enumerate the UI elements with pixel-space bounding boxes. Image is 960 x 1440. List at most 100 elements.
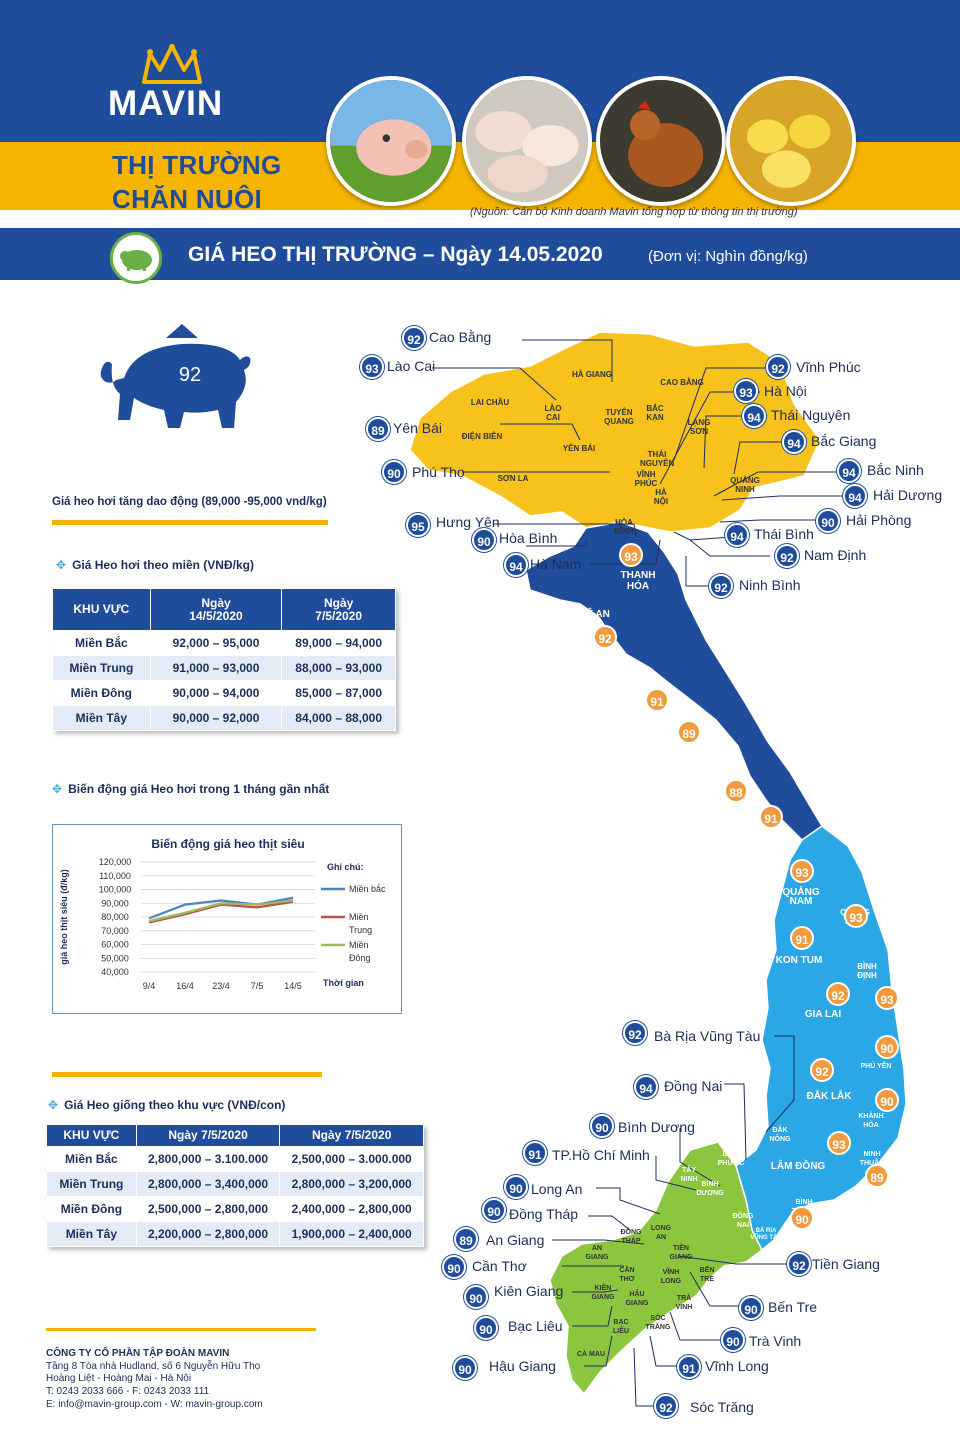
label-tp-hcm: TP.Hồ Chí Minh: [552, 1147, 650, 1163]
company-address: Tầng 8 Tòa nhà Hudland, số 6 Nguyễn Hữu …: [46, 1360, 261, 1372]
map-label: THANH HÓA: [620, 570, 656, 592]
marker-tra-vinh: 90: [721, 1328, 745, 1352]
marker-hue: 91: [759, 805, 783, 829]
map-label: VĨNH PHÚC: [634, 470, 658, 488]
label-bac-giang: Bắc Giang: [811, 433, 877, 449]
region-north-central: [525, 521, 824, 841]
label-nam-dinh: Nam Định: [804, 547, 867, 563]
chicken-photo: [596, 76, 726, 206]
map-label: BẾN TRE: [699, 1267, 715, 1283]
map-label: ĐỒNG THÁP: [620, 1229, 642, 1245]
marker-ha-tinh: 91: [645, 688, 669, 712]
marker-binh-dinh: 93: [875, 986, 899, 1010]
region-price-table: KHU VỰC Ngày 14/5/2020 Ngày 7/5/2020 Miề…: [52, 588, 396, 731]
average-price: 92: [178, 364, 202, 386]
marker-ninh-binh: 92: [709, 574, 733, 598]
company-contact: E: info@mavin-group.com - W: mavin-group…: [46, 1398, 263, 1410]
map-label: BÌNH PHƯỚC: [717, 1151, 745, 1167]
marker-lam-dong: 93: [827, 1131, 851, 1155]
marker-khanh-hoa: 90: [875, 1088, 899, 1112]
map-label: CẦN THƠ: [619, 1267, 635, 1283]
label-long-an: Long An: [531, 1181, 583, 1197]
marker-gia-lai: 92: [826, 982, 850, 1006]
map-label: NINH THUẬN: [859, 1151, 885, 1167]
series-line: [148, 899, 294, 923]
chart-canvas: Biến động giá heo thịt siêu 120,000 110,00…: [59, 837, 386, 991]
label-binh-duong: Bình Dương: [618, 1119, 695, 1135]
map-label: SƠN LA: [497, 474, 529, 483]
map-label: KHÁNH HÒA: [858, 1113, 884, 1129]
label-tra-vinh: Trà Vinh: [749, 1333, 802, 1349]
map-label: HẬU GIANG: [625, 1291, 649, 1307]
label-ninh-binh: Ninh Bình: [739, 577, 801, 593]
header-strip: [0, 210, 960, 228]
marker-ha-noi: 93: [734, 379, 758, 403]
marker-yen-bai: 89: [366, 417, 390, 441]
marker-lao-cai: 93: [360, 355, 384, 379]
divider: [52, 520, 328, 525]
map-label: LONG AN: [650, 1225, 672, 1241]
map-label: LAI CHÂU: [470, 398, 510, 407]
marker-dong-thap: 90: [482, 1198, 506, 1222]
map-label: BẮC KẠN: [646, 404, 664, 422]
map-label: AN GIANG: [585, 1245, 609, 1261]
map-label: TRÀ VINH: [675, 1295, 693, 1311]
label-ba-ria-vung-tau: Bà Rịa Vũng Tàu: [654, 1028, 761, 1044]
map-label: NGHỆ AN: [564, 609, 610, 620]
label-ben-tre: Bến Tre: [768, 1299, 818, 1315]
label-lao-cai: Lào Cai: [387, 358, 436, 374]
label-vinh-long: Vĩnh Long: [705, 1358, 769, 1374]
marker-bac-giang: 94: [782, 430, 806, 454]
x-tick-label: 14/5: [284, 981, 302, 991]
col-date-new: Ngày 14/5/2020: [149, 588, 283, 631]
company-phone: T: 0243 2033 666 - F: 0243 2033 111: [46, 1386, 210, 1398]
col-region: KHU VỰC: [46, 1124, 137, 1147]
price-summary: Giá heo hơi tăng dao động (89,000 -95,00…: [52, 496, 327, 508]
marker-vinh-phuc: 92: [766, 355, 790, 379]
map-label: CAO BẰNG: [660, 378, 704, 387]
map-label: TUYÊN QUANG: [604, 408, 634, 426]
marker-thanh-hoa: 93: [619, 543, 643, 567]
col-date-a: Ngày 7/5/2020: [135, 1124, 281, 1147]
chart-title: Biến động giá heo thịt siêu: [151, 837, 304, 851]
marker-binh-duong: 90: [590, 1114, 614, 1138]
divider: [52, 1072, 322, 1077]
marker-soc-trang: 92: [654, 1394, 678, 1418]
label-hai-duong: Hải Dương: [873, 487, 943, 503]
map-label: GIA LAI: [804, 1009, 842, 1020]
marker-ha-nam: 94: [504, 553, 528, 577]
marker-tp-hcm: 91: [523, 1141, 547, 1165]
marker-ninh-thuan: 89: [865, 1164, 889, 1188]
marker-binh-thuan: 90: [790, 1206, 814, 1230]
marker-nam-dinh: 92: [775, 544, 799, 568]
map-label: KON TUM: [775, 955, 823, 966]
table-row: Miền Trung 2,800,000 – 3,400,000 2,800,000…: [46, 1171, 424, 1197]
label-thai-nguyen: Thái Nguyên: [771, 407, 851, 423]
map-label: BÀ RỊA VŨNG TÀU: [750, 1228, 782, 1241]
price-trend-chart: Biến động giá heo thịt siêu 120,000 110,00…: [52, 824, 402, 1014]
marker-quang-binh: 89: [677, 720, 701, 744]
y-tick-label: 120,000: [99, 857, 132, 867]
marker-thai-nguyen: 94: [742, 404, 766, 428]
label-bac-lieu: Bạc Liêu: [508, 1318, 563, 1334]
label-bac-ninh: Bắc Ninh: [867, 462, 924, 478]
marker-phu-yen: 90: [875, 1035, 899, 1059]
region-section-title: ✥ Giá Heo hơi theo miền (VNĐ/kg): [56, 558, 254, 572]
map-label: BÌNH ĐỊNH: [857, 962, 877, 980]
breed-section-title: ✥ Giá Heo giống theo khu vực (VNĐ/con): [48, 1098, 286, 1112]
label-kien-giang: Kiên Giang: [494, 1283, 564, 1299]
legend-label: Miền bắc: [349, 884, 386, 894]
marker-quang-tri: 88: [724, 779, 748, 803]
table-row: Miền Bắc 2,800,000 – 3.100.000 2,500,000 –…: [46, 1146, 424, 1172]
map-label: THÁI NGUYÊN: [640, 450, 675, 468]
map-label: BẠC LIÊU: [613, 1319, 629, 1335]
crown-icon: [142, 44, 202, 84]
map-shape: [409, 331, 907, 1407]
marker-tien-giang: 92: [787, 1252, 811, 1276]
marker-hung-yen: 95: [406, 513, 430, 537]
y-axis-label: giá heo thịt siêu (đ/kg): [59, 869, 69, 965]
market-title: GIÁ HEO THỊ TRƯỜNG – Ngày 14.05.2020: [188, 243, 603, 266]
marker-quang-ngai: 93: [844, 904, 868, 928]
marker-can-tho: 90: [442, 1255, 466, 1279]
pig-logo-icon: [110, 232, 162, 284]
